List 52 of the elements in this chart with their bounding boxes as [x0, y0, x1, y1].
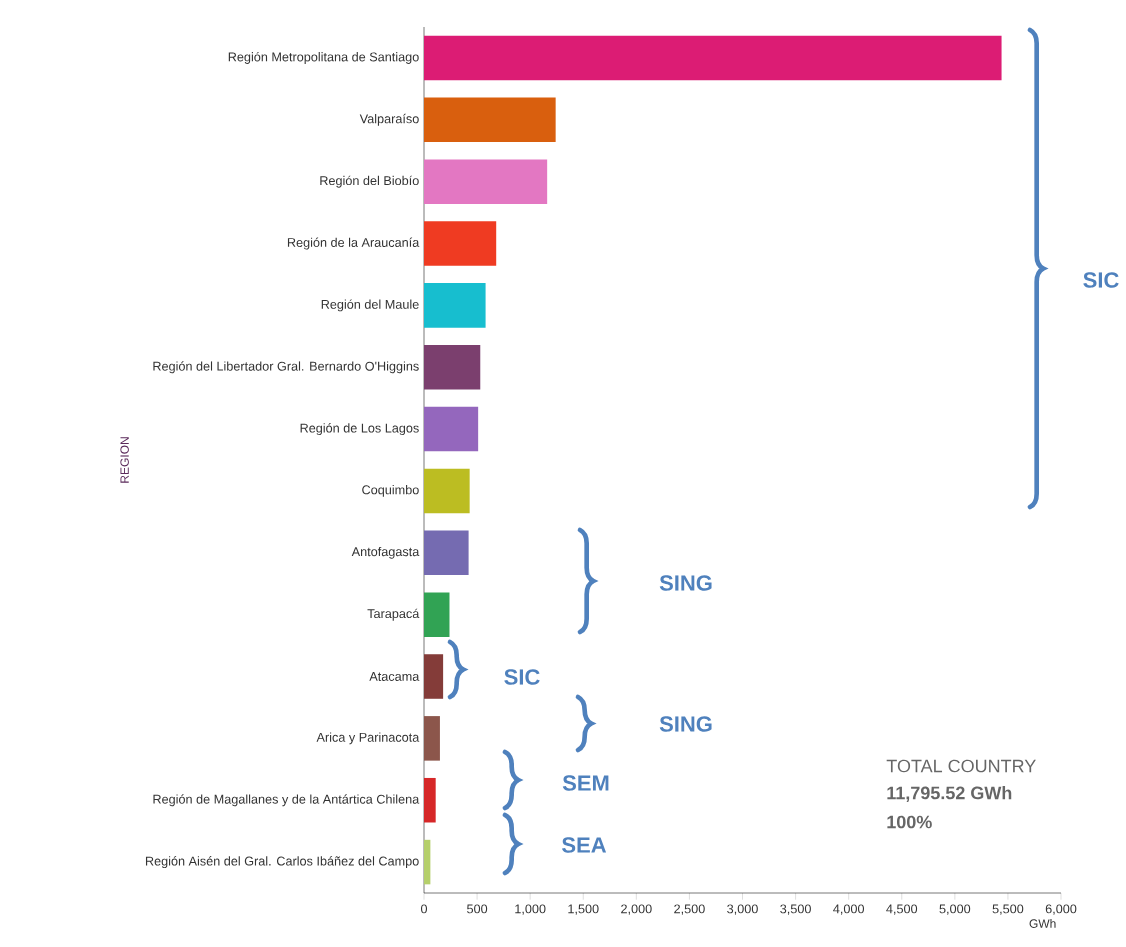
x-tick-label: 2,500: [674, 904, 705, 915]
y-tick-label: Antofagasta: [351, 546, 420, 559]
annotation: SIC: [504, 669, 540, 685]
bar: [424, 35, 1002, 81]
x-tick-label: 1,000: [515, 904, 546, 915]
y-tick-label: Coquimbo: [362, 485, 419, 497]
x-tick-label: 500: [467, 904, 488, 914]
annotation: SING: [659, 716, 712, 732]
y-tick-label: Valparaíso: [359, 113, 419, 126]
bar: [424, 777, 436, 823]
x-tick-label: 3,000: [727, 904, 758, 915]
x-tick-label: 2,000: [621, 904, 652, 915]
annotation: 11,795.52 GWh: [887, 786, 1012, 802]
bar: [424, 468, 470, 514]
bar: [424, 283, 486, 328]
bar: [424, 530, 469, 576]
x-tick-label: 4,000: [833, 904, 865, 915]
bar: [424, 716, 440, 761]
y-tick-label: Región Metropolitana de Santiago: [228, 51, 419, 64]
annotation: SING: [659, 575, 712, 591]
bar: [424, 344, 481, 390]
y-tick-label: Región de la Araucanía: [287, 237, 420, 250]
bar: [424, 97, 556, 143]
y-tick-label: Región del Libertador Gral. Bernardo O'Higgins: [153, 361, 419, 374]
bar: [424, 592, 450, 637]
text: SIC: [1083, 272, 1119, 288]
y-tick-label: Región de Magallanes y de la Antártica Chilena: [153, 794, 420, 807]
x-tick-label: 0: [420, 904, 428, 914]
bar: [424, 839, 431, 885]
bar: [424, 221, 497, 266]
x-axis-title: GWh: [1029, 919, 1056, 928]
annotation: 100%: [887, 815, 932, 829]
y-tick-label: Región de Los Lagos: [300, 423, 419, 436]
x-tick-label: 3,500: [780, 904, 811, 915]
x-tick-label: 5,500: [992, 904, 1024, 915]
y-tick-label: Región Aisén del Gral. Carlos Ibáñez del Campo: [145, 856, 419, 869]
annotation: SEA: [562, 837, 607, 853]
annotation: SEM: [562, 775, 609, 791]
bar: [424, 406, 479, 452]
y-tick-label: Región del Maule: [321, 299, 419, 312]
x-tick-label: 1,500: [568, 904, 599, 915]
bar: [424, 654, 444, 699]
annotation: TOTAL COUNTRY: [886, 759, 1036, 773]
bar: [424, 159, 548, 204]
x-tick-label: 5,000: [939, 904, 971, 915]
x-tick-label: 6,000: [1045, 904, 1077, 915]
y-tick-label: Región del Biobío: [320, 175, 419, 188]
y-tick-label: Atacama: [369, 672, 420, 681]
x-tick-label: 4,500: [886, 904, 918, 915]
y-tick-label: Tarapacá: [367, 608, 420, 621]
y-axis-title: REGION: [120, 437, 129, 483]
y-tick-label: Arica y Parinacota: [316, 732, 420, 745]
